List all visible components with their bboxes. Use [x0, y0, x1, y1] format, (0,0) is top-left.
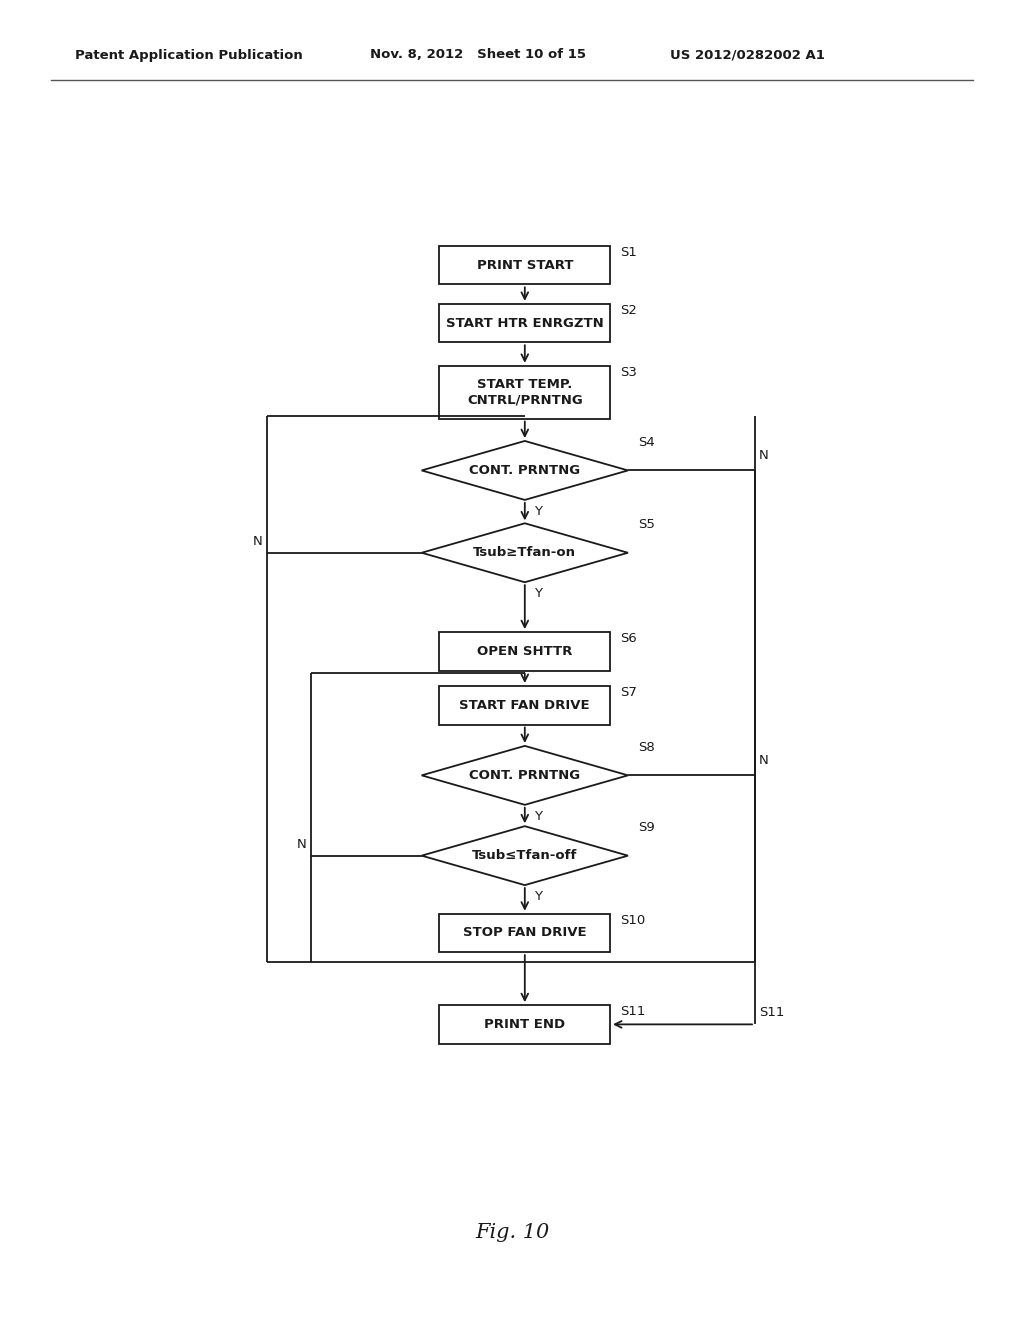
Text: S7: S7 — [621, 686, 637, 698]
Text: Y: Y — [535, 506, 543, 517]
Text: S11: S11 — [759, 1006, 784, 1019]
Text: PRINT START: PRINT START — [476, 259, 573, 272]
Polygon shape — [422, 441, 628, 500]
Text: CONT. PRNTNG: CONT. PRNTNG — [469, 768, 581, 781]
Bar — [439, 304, 610, 342]
Text: STOP FAN DRIVE: STOP FAN DRIVE — [463, 927, 587, 940]
Text: START FAN DRIVE: START FAN DRIVE — [460, 698, 590, 711]
Text: Patent Application Publication: Patent Application Publication — [75, 49, 303, 62]
Bar — [439, 246, 610, 284]
Text: S10: S10 — [621, 913, 646, 927]
Text: N: N — [759, 449, 769, 462]
Text: S8: S8 — [638, 741, 655, 754]
Text: START TEMP.
CNTRL/PRNTNG: START TEMP. CNTRL/PRNTNG — [467, 378, 583, 407]
Bar — [439, 632, 610, 671]
Text: N: N — [297, 838, 306, 850]
Polygon shape — [422, 746, 628, 805]
Bar — [439, 913, 610, 952]
Text: Y: Y — [535, 890, 543, 903]
Text: Y: Y — [535, 810, 543, 822]
Text: Fig. 10: Fig. 10 — [475, 1222, 549, 1242]
Polygon shape — [422, 826, 628, 886]
Text: Nov. 8, 2012   Sheet 10 of 15: Nov. 8, 2012 Sheet 10 of 15 — [370, 49, 586, 62]
Text: US 2012/0282002 A1: US 2012/0282002 A1 — [670, 49, 825, 62]
Text: Tsub≤Tfan-off: Tsub≤Tfan-off — [472, 849, 578, 862]
Text: START HTR ENRGZTN: START HTR ENRGZTN — [445, 317, 604, 330]
Text: S2: S2 — [621, 304, 637, 317]
Bar — [439, 1005, 610, 1044]
Text: OPEN SHTTR: OPEN SHTTR — [477, 645, 572, 657]
Text: S5: S5 — [638, 519, 655, 531]
Polygon shape — [422, 523, 628, 582]
Text: S9: S9 — [638, 821, 655, 834]
Text: Y: Y — [535, 587, 543, 601]
Bar — [439, 686, 610, 725]
Text: S11: S11 — [621, 1005, 646, 1018]
Text: N: N — [759, 754, 769, 767]
Text: S3: S3 — [621, 366, 637, 379]
Text: S1: S1 — [621, 246, 637, 259]
Text: N: N — [253, 535, 263, 548]
Text: CONT. PRNTNG: CONT. PRNTNG — [469, 463, 581, 477]
Text: PRINT END: PRINT END — [484, 1018, 565, 1031]
Text: Tsub≥Tfan-on: Tsub≥Tfan-on — [473, 546, 577, 560]
Text: S6: S6 — [621, 632, 637, 645]
Bar — [439, 366, 610, 418]
Text: S4: S4 — [638, 436, 655, 449]
